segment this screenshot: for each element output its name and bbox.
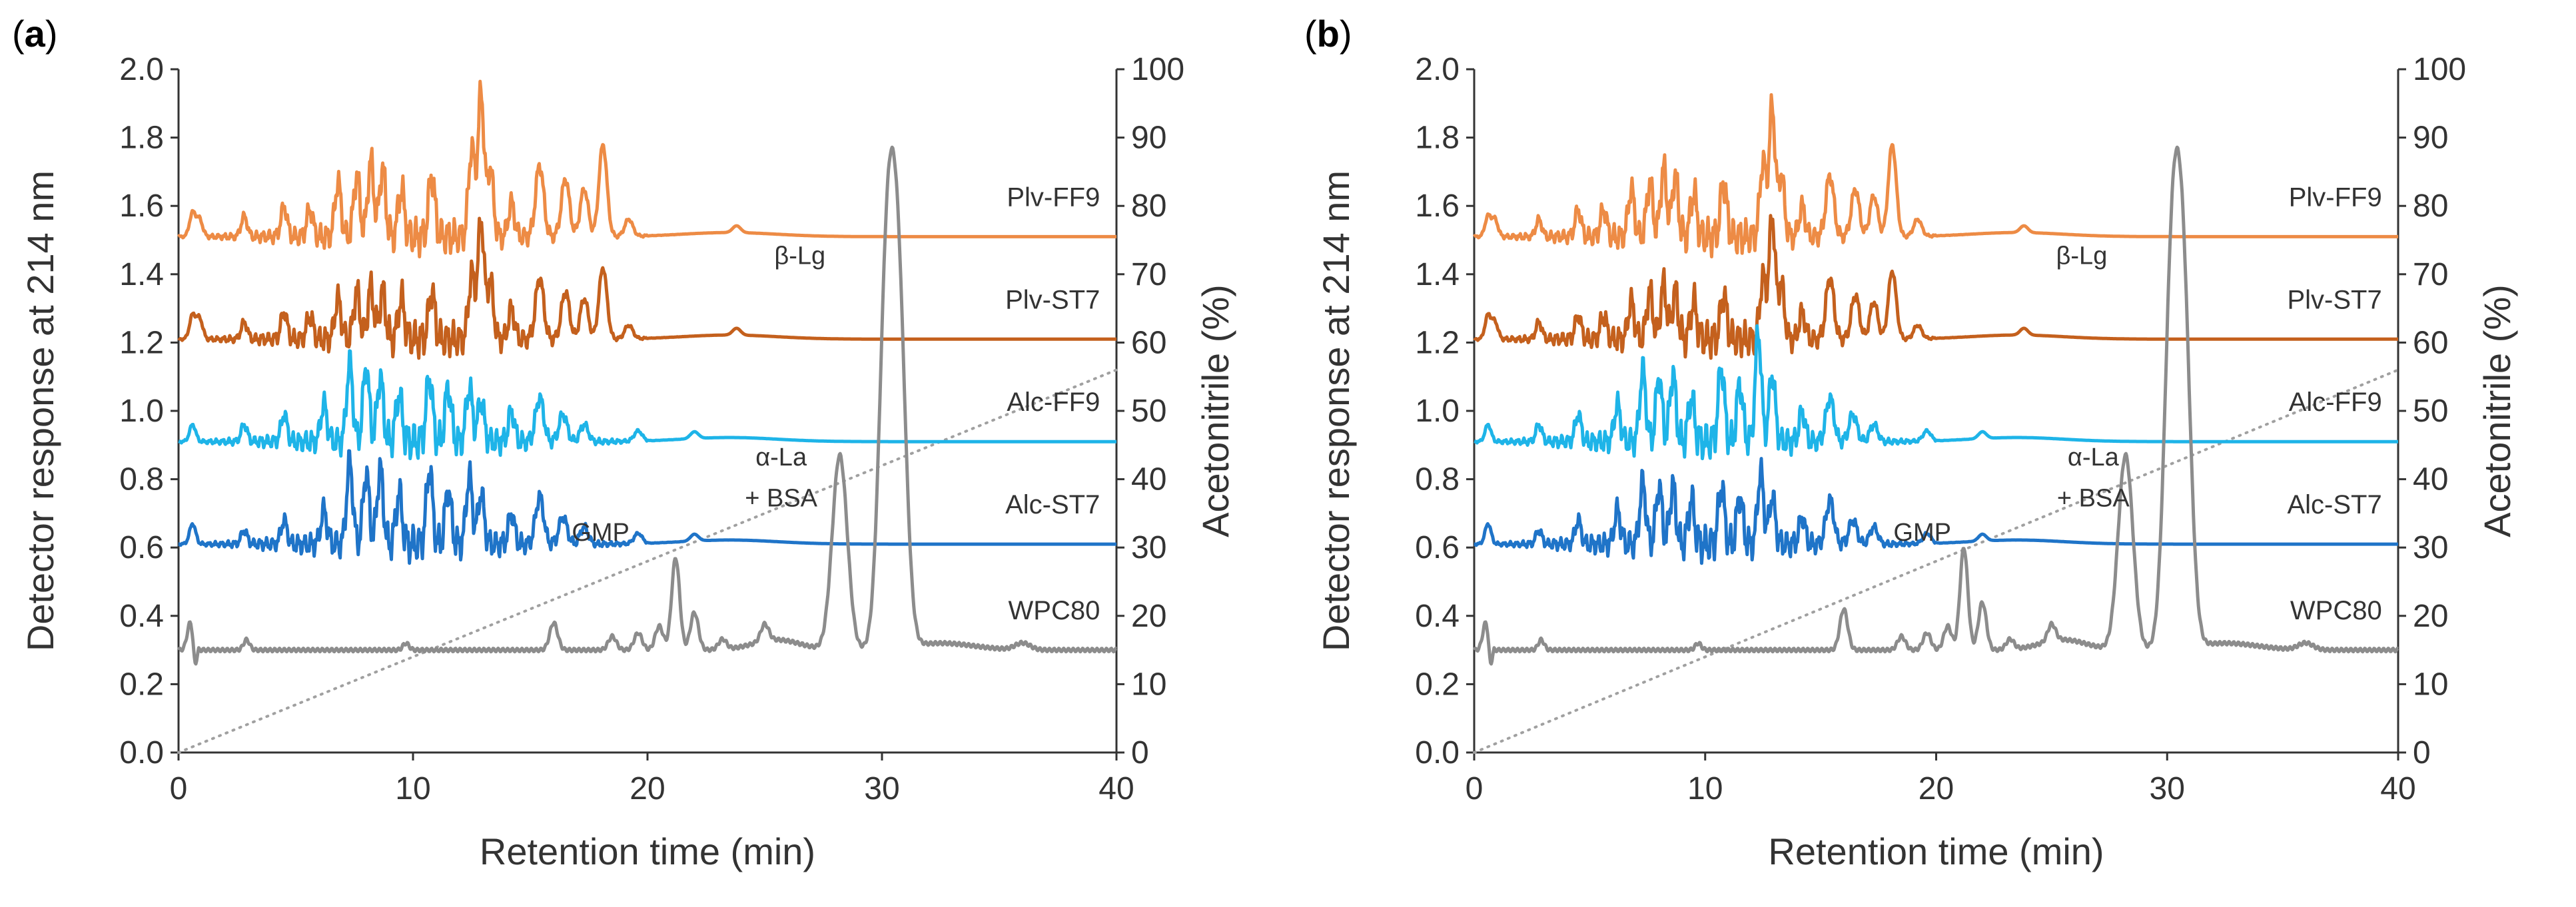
y2-tick-label: 60: [1131, 325, 1166, 360]
y-tick-label: 0.4: [119, 599, 164, 634]
series-label-plv-ff9: Plv-FF9: [1007, 182, 1100, 212]
x-tick-label: 30: [2150, 771, 2185, 806]
panel-a: (a) 0.0 0.2 0.4 0.6 0.8 1.0 1.2 1.4 1.6 1.8 2.0 0 10 2…: [12, 13, 1236, 872]
x-tick-label: 20: [630, 771, 665, 806]
y2-axis-title: Acetonitrile (%): [1194, 284, 1236, 537]
x-tick-label: 10: [395, 771, 430, 806]
annotation-label: α-La: [2068, 444, 2120, 471]
panel-b: (b) 0.0 0.2 0.4 0.6 0.8 1.0 1.2 1.4 1.6 1.8 2.0 0 10 2…: [1304, 13, 2518, 872]
y2-tick-label: 20: [2413, 599, 2448, 634]
series-line-plv-ff9: [1472, 93, 2399, 258]
annotation-label: α-La: [755, 444, 807, 471]
y2-tick-label: 0: [1131, 735, 1149, 770]
y-tick-label: 0.0: [1415, 735, 1460, 770]
x-tick-label: 30: [864, 771, 899, 806]
panel-label: (b): [1304, 13, 1352, 55]
series-label-alc-ff9: Alc-FF9: [1007, 388, 1100, 417]
y-tick-label: 0.0: [119, 735, 164, 770]
acetonitrile-gradient-line: [177, 368, 1118, 754]
series-line-alc-ff9: [1473, 324, 2399, 461]
y-tick-label: 0.6: [119, 530, 164, 565]
annotation-label: GMP: [1893, 519, 1951, 547]
y-tick-label: 0.6: [1415, 530, 1460, 565]
series-label-wpc80: WPC80: [2290, 596, 2382, 625]
x-axis-title: Retention time (min): [480, 830, 815, 872]
y-tick-label: 1.6: [1415, 188, 1460, 224]
y-tick-label: 1.6: [119, 188, 164, 224]
x-tick-label: 20: [1919, 771, 1954, 806]
series-label-wpc80: WPC80: [1009, 596, 1100, 625]
acetonitrile-gradient-line: [1473, 368, 2399, 754]
series-line-plv-ff9: [177, 79, 1118, 258]
y-tick-label: 1.0: [119, 394, 164, 429]
y2-tick-label: 80: [2413, 188, 2448, 224]
y-tick-label: 1.2: [119, 325, 164, 360]
y2-tick-label: 90: [1131, 121, 1166, 156]
series-label-plv-ff9: Plv-FF9: [2289, 182, 2382, 212]
y-tick-label: 1.8: [119, 121, 164, 156]
series-label-plv-st7: Plv-ST7: [2287, 285, 2381, 314]
series-label-alc-ff9: Alc-FF9: [2289, 388, 2382, 417]
y-tick-label: 0.8: [119, 462, 164, 497]
y-tick-label: 0.4: [1415, 599, 1460, 634]
x-tick-label: 40: [2380, 771, 2415, 806]
y-tick-label: 0.8: [1415, 462, 1460, 497]
series-label-plv-st7: Plv-ST7: [1005, 285, 1100, 314]
series-line-wpc80: [177, 145, 1118, 666]
y2-tick-label: 40: [2413, 462, 2448, 497]
x-tick-label: 10: [1687, 771, 1723, 806]
y2-tick-label: 70: [2413, 257, 2448, 292]
series-line-alc-st7: [177, 449, 1118, 565]
panel-label: (a): [12, 13, 57, 55]
y2-tick-label: 30: [2413, 530, 2448, 565]
y2-tick-label: 10: [2413, 667, 2448, 702]
annotation-label: + BSA: [2057, 485, 2130, 513]
y-tick-label: 1.4: [119, 257, 164, 292]
series-line-alc-ff9: [177, 349, 1118, 461]
series-line-wpc80: [1472, 145, 2399, 666]
y-tick-label: 1.4: [1415, 257, 1460, 292]
y2-tick-label: 50: [2413, 394, 2448, 429]
y2-tick-label: 100: [2413, 52, 2466, 87]
series-line-plv-st7: [1473, 214, 2399, 360]
y2-tick-label: 0: [2413, 735, 2431, 770]
y-tick-label: 1.2: [1415, 325, 1460, 360]
y2-tick-label: 10: [1131, 667, 1166, 702]
y2-axis-title: Acetonitrile (%): [2476, 284, 2518, 537]
x-tick-label: 0: [170, 771, 188, 806]
series-line-plv-st7: [177, 216, 1118, 360]
annotation-label: β-Lg: [774, 242, 825, 270]
y-axis-title: Detector response at 214 nm: [19, 170, 61, 651]
y2-tick-label: 20: [1131, 599, 1166, 634]
series-line-alc-st7: [1473, 457, 2399, 565]
y-tick-label: 2.0: [1415, 52, 1460, 87]
y2-tick-label: 80: [1131, 188, 1166, 224]
y2-tick-label: 90: [2413, 121, 2448, 156]
x-axis-title: Retention time (min): [1768, 830, 2104, 872]
y2-tick-label: 60: [2413, 325, 2448, 360]
annotation-label: GMP: [572, 519, 630, 547]
y2-tick-label: 70: [1131, 257, 1166, 292]
y2-tick-label: 50: [1131, 394, 1166, 429]
annotation-label: + BSA: [745, 485, 817, 513]
y2-tick-label: 30: [1131, 530, 1166, 565]
x-tick-label: 0: [1466, 771, 1484, 806]
y-tick-label: 2.0: [119, 52, 164, 87]
y-tick-label: 1.8: [1415, 121, 1460, 156]
series-label-alc-st7: Alc-ST7: [1005, 490, 1100, 519]
y2-tick-label: 40: [1131, 462, 1166, 497]
annotation-label: β-Lg: [2056, 242, 2108, 270]
y-axis-title: Detector response at 214 nm: [1315, 170, 1357, 651]
series-label-alc-st7: Alc-ST7: [2287, 490, 2381, 519]
y-tick-label: 0.2: [119, 667, 164, 702]
y2-tick-label: 100: [1131, 52, 1184, 87]
y-tick-label: 1.0: [1415, 394, 1460, 429]
y-tick-label: 0.2: [1415, 667, 1460, 702]
x-tick-label: 40: [1098, 771, 1134, 806]
